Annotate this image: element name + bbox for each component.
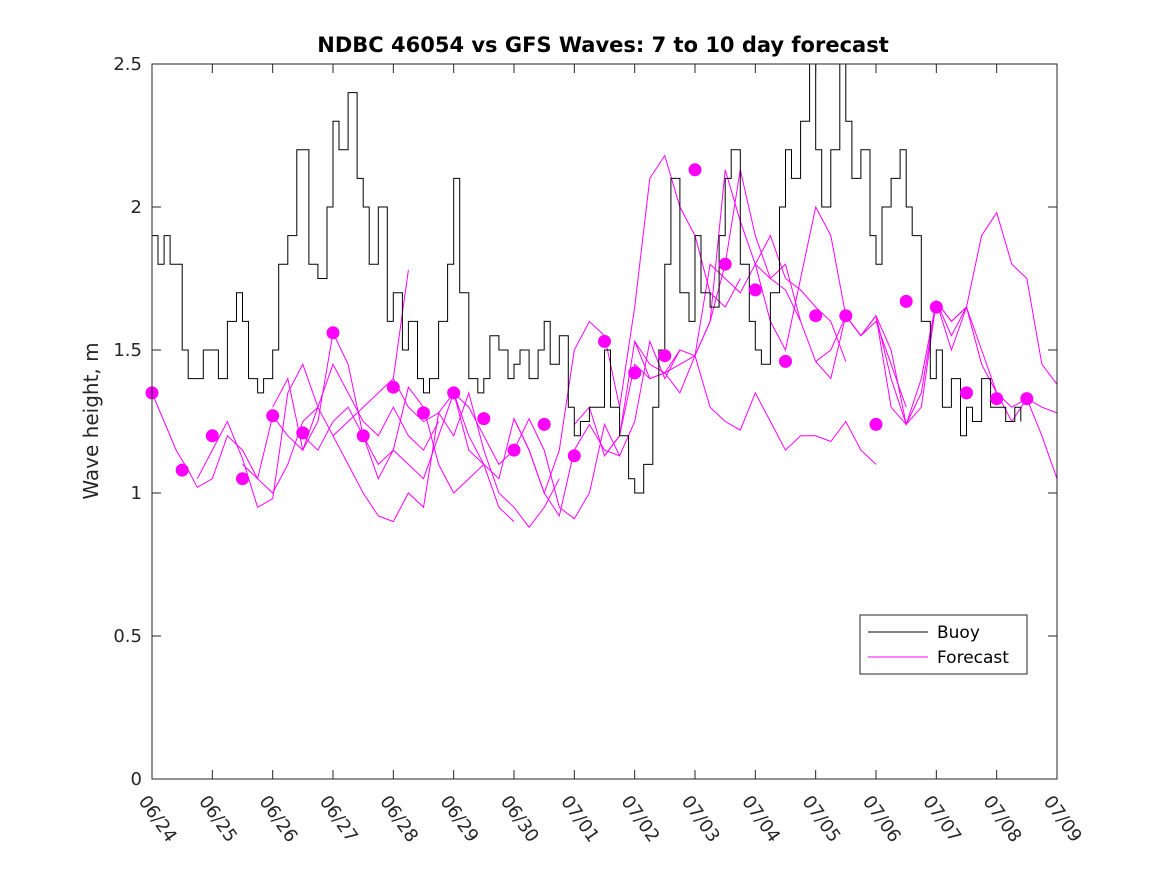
x-tick-label: 06/28 [375,792,422,847]
forecast-marker [236,472,249,486]
legend: Buoy Forecast [859,614,1028,675]
chart-title: NDBC 46054 vs GFS Waves: 7 to 10 day for… [317,33,888,57]
forecast-marker [628,366,642,380]
forecast-marker [266,409,280,423]
forecast-marker [417,406,430,420]
buoy-line [152,63,1022,494]
forecast-marker [447,386,461,400]
x-tick-label: 07/02 [617,792,664,847]
forecast-marker [356,429,370,443]
forecast-marker [869,417,883,431]
y-tick-label: 0 [131,769,142,790]
forecast-marker [990,392,1004,406]
plot-frame [151,63,1058,780]
forecast-marker [386,380,400,394]
forecast-marker [205,429,219,443]
x-tick-label: 07/09 [1039,792,1086,847]
forecast-run-7 [453,339,681,520]
x-tick-label: 07/05 [798,792,845,847]
x-tick-label: 06/24 [134,792,181,847]
forecast-marker [598,334,611,348]
forecast-run-16 [935,211,1058,385]
forecast-marker [779,354,792,368]
forecast-marker [175,463,189,477]
forecast-marker [296,426,310,440]
forecast-marker [658,349,672,363]
buoy-series [152,63,1022,494]
forecast-marker [1020,392,1034,406]
x-tick-label: 06/26 [255,792,302,847]
forecast-markers [145,163,1034,486]
forecast-marker [809,309,823,323]
x-tick-label: 06/29 [436,792,483,847]
forecast-run-10 [604,234,847,457]
forecast-marker [899,294,913,308]
x-tick-label: 06/27 [315,792,362,847]
y-tick-label: 2 [131,197,142,218]
y-tick-label: 1 [131,483,142,504]
x-tick-label: 06/30 [496,792,543,847]
forecast-marker [326,326,340,340]
forecast-marker [688,163,702,177]
y-tick-label: 1.5 [113,340,142,361]
forecast-run-11 [634,341,877,465]
x-tick-label: 07/04 [737,792,784,847]
forecast-marker [537,417,551,431]
forecast-marker [507,443,521,457]
forecast-marker [960,386,973,400]
x-tick-label: 07/03 [677,792,724,847]
forecast-marker [929,300,943,314]
legend-forecast-label: Forecast [937,648,1009,668]
forecast-run-1 [196,269,409,509]
forecast-run-4 [302,386,515,522]
y-tick-label: 0.5 [113,626,142,647]
x-tick-label: 07/08 [979,792,1026,847]
x-tick-label: 06/25 [194,792,241,847]
forecast-marker [567,449,581,463]
forecast-run-0 [151,392,319,494]
forecast-marker [477,412,491,426]
forecast-marker [839,309,853,323]
y-tick-label: 2.5 [113,54,142,75]
forecast-run-12 [694,169,907,408]
x-tick-label: 07/06 [858,792,905,847]
y-axis: 0 0.5 1 1.5 2 2.5 [113,54,1057,790]
forecast-marker [718,257,732,271]
legend-box [859,614,1028,675]
forecast-run-8 [513,154,741,495]
legend-buoy-label: Buoy [937,623,980,643]
forecast-run-6 [392,378,620,518]
forecast-run-5 [332,391,560,529]
y-axis-label: Wave height, m [79,342,103,499]
x-tick-label: 07/01 [556,792,603,847]
forecast-marker [748,283,762,297]
x-tick-label: 07/07 [918,792,965,847]
